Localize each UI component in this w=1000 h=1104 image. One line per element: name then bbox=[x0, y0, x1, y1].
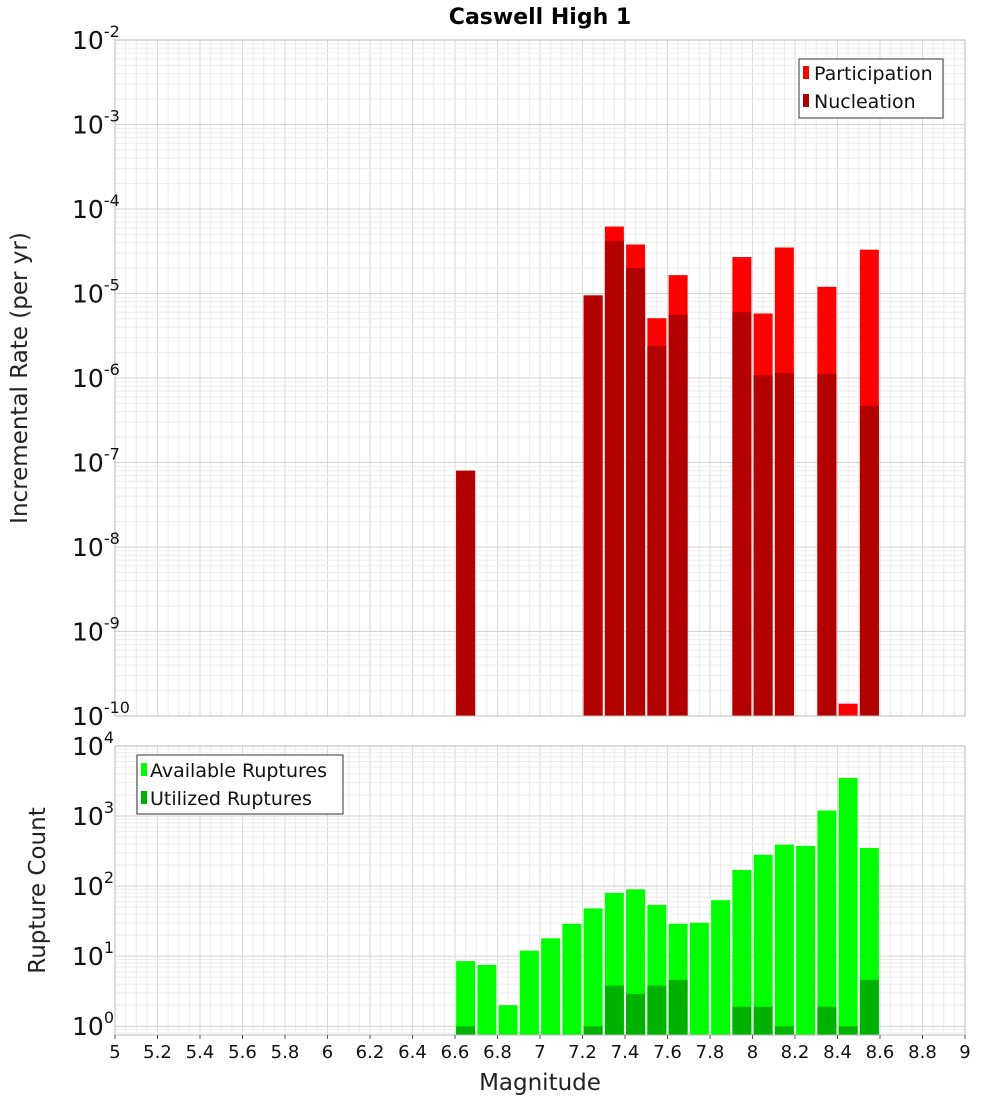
legend-label-participation: Participation bbox=[814, 63, 933, 85]
bottom-bars bbox=[456, 777, 879, 1035]
x-tick-label: 6 bbox=[322, 1042, 333, 1063]
x-tick-label: 5.4 bbox=[186, 1042, 215, 1063]
utilized-bar bbox=[753, 1006, 773, 1035]
nucleation-bar bbox=[647, 345, 667, 716]
y-tick-label: 10-8 bbox=[72, 529, 120, 562]
nucleation-bar bbox=[859, 405, 879, 716]
top-grid bbox=[114, 39, 966, 717]
utilized-bar bbox=[456, 1026, 476, 1035]
y-tick-label: 10-10 bbox=[72, 698, 130, 731]
top-bars bbox=[456, 226, 879, 716]
legend-top: Participation Nucleation bbox=[798, 58, 944, 119]
available-bar bbox=[477, 964, 497, 1035]
x-tick-label: 7.2 bbox=[568, 1042, 597, 1063]
x-tick-label: 6.8 bbox=[483, 1042, 512, 1063]
y-tick-label: 100 bbox=[72, 1008, 114, 1041]
available-bar bbox=[711, 900, 731, 1035]
y-tick-label: 10-9 bbox=[72, 614, 120, 647]
nucleation-bar bbox=[626, 268, 646, 716]
x-tick-label: 8.4 bbox=[823, 1042, 852, 1063]
nucleation-bar bbox=[774, 372, 794, 716]
legend-swatch-utilized bbox=[141, 791, 147, 804]
available-bar bbox=[796, 845, 816, 1035]
nucleation-bar bbox=[753, 375, 773, 716]
utilized-bar bbox=[732, 1006, 752, 1035]
legend-swatch-available bbox=[141, 763, 147, 776]
y-tick-label: 10-4 bbox=[72, 191, 120, 224]
top-y-ticks: 10-2 10-3 10-4 10-5 10-6 10-7 10-8 10-9 10-10 bbox=[72, 22, 130, 731]
y-tick-label: 10-3 bbox=[72, 107, 120, 140]
x-tick-label: 8.6 bbox=[866, 1042, 895, 1063]
participation-bar bbox=[838, 703, 858, 716]
available-bar bbox=[817, 810, 837, 1035]
y-tick-label: 102 bbox=[72, 868, 114, 901]
utilized-bar bbox=[668, 979, 688, 1035]
bottom-y-ticks: 104 103 102 101 100 bbox=[72, 728, 114, 1041]
y-tick-label: 104 bbox=[72, 728, 114, 761]
legend-box bbox=[798, 58, 944, 119]
utilized-bar bbox=[583, 1026, 603, 1035]
utilized-bar bbox=[626, 993, 646, 1035]
chart-title: Caswell High 1 bbox=[449, 5, 631, 30]
x-tick-label: 5 bbox=[109, 1042, 120, 1063]
x-tick-label: 5.6 bbox=[228, 1042, 257, 1063]
x-tick-label: 7.4 bbox=[611, 1042, 640, 1063]
nucleation-bar bbox=[732, 312, 752, 716]
y-tick-label: 10-2 bbox=[72, 22, 120, 55]
available-bar bbox=[498, 1005, 518, 1035]
legend-label-utilized: Utilized Ruptures bbox=[150, 788, 312, 810]
utilized-bar bbox=[774, 1026, 794, 1035]
available-bar bbox=[838, 777, 858, 1035]
x-tick-label: 7 bbox=[534, 1042, 545, 1063]
y-tick-label: 10-5 bbox=[72, 276, 120, 309]
available-bar bbox=[689, 922, 709, 1035]
legend-label-nucleation: Nucleation bbox=[814, 91, 916, 113]
y-tick-label: 101 bbox=[72, 938, 114, 971]
nucleation-bar bbox=[583, 295, 603, 716]
x-tick-label: 5.8 bbox=[271, 1042, 300, 1063]
available-bar bbox=[541, 938, 561, 1035]
y-tick-label: 10-7 bbox=[72, 445, 120, 478]
utilized-bar bbox=[817, 1006, 837, 1035]
legend-box bbox=[136, 754, 344, 815]
legend-swatch-participation bbox=[803, 66, 809, 79]
available-bar bbox=[562, 923, 582, 1035]
legend-bottom: Available Ruptures Utilized Ruptures bbox=[136, 754, 344, 815]
legend-label-available: Available Ruptures bbox=[150, 760, 327, 782]
x-tick-label: 5.2 bbox=[143, 1042, 172, 1063]
x-tick-label: 6.4 bbox=[398, 1042, 427, 1063]
available-bar bbox=[732, 869, 752, 1035]
utilized-bar bbox=[604, 985, 624, 1035]
y-tick-label: 10-6 bbox=[72, 360, 120, 393]
y-tick-label: 103 bbox=[72, 798, 114, 831]
available-bar bbox=[583, 908, 603, 1035]
utilized-bar bbox=[838, 1026, 858, 1035]
utilized-bar bbox=[647, 985, 667, 1035]
x-tick-label: 6.6 bbox=[441, 1042, 470, 1063]
utilized-bar bbox=[859, 979, 879, 1035]
nucleation-bar bbox=[668, 314, 688, 716]
available-bar bbox=[774, 844, 794, 1035]
y-axis-label-bottom: Rupture Count bbox=[25, 807, 51, 973]
x-axis-label: Magnitude bbox=[479, 1070, 601, 1096]
nucleation-bar bbox=[456, 470, 476, 716]
x-ticks: 5 5.2 5.4 5.6 5.8 6 6.2 6.4 6.6 6.8 7 7.2 7.4 7.6 7.8 8… bbox=[109, 1035, 971, 1063]
x-tick-label: 6.2 bbox=[356, 1042, 385, 1063]
top-plot-frame bbox=[114, 39, 966, 717]
nucleation-bar bbox=[817, 373, 837, 716]
legend-swatch-nucleation bbox=[803, 94, 809, 107]
x-tick-label: 7.6 bbox=[653, 1042, 682, 1063]
available-bar bbox=[753, 854, 773, 1035]
x-tick-label: 7.8 bbox=[696, 1042, 725, 1063]
x-tick-label: 8 bbox=[747, 1042, 758, 1063]
y-axis-label: Incremental Rate (per yr) bbox=[7, 232, 33, 524]
x-tick-label: 9 bbox=[959, 1042, 970, 1063]
available-bar bbox=[519, 950, 539, 1035]
available-bar bbox=[456, 961, 476, 1035]
nucleation-bar bbox=[604, 240, 624, 716]
x-tick-label: 8.2 bbox=[781, 1042, 810, 1063]
x-tick-label: 8.8 bbox=[908, 1042, 937, 1063]
